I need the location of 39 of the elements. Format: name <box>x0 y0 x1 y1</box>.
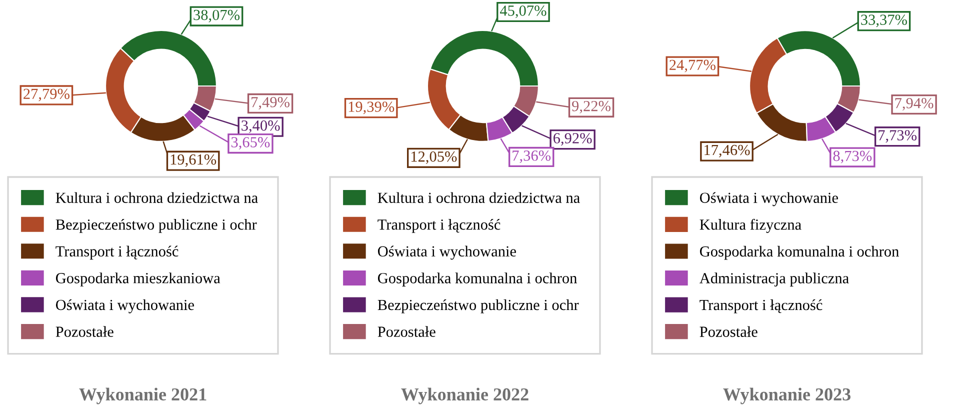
legend-label: Oświata i wychowanie <box>378 246 516 260</box>
data-label: 19,61% <box>170 154 216 167</box>
legend-label: Transport i łączność <box>56 246 178 260</box>
data-label: 7,49% <box>252 96 290 110</box>
legend-label: Gospodarka mieszkaniowa <box>56 272 220 286</box>
legend-label: Pozostałe <box>56 326 114 337</box>
data-label: 7,73% <box>878 130 917 143</box>
data-label: 7,94% <box>895 98 934 111</box>
text: Wykonanie 2023 <box>723 388 851 404</box>
data-label: 7,36% <box>512 150 551 163</box>
legend-label: Kultura fizyczna <box>700 218 802 233</box>
data-label: 24,77% <box>670 60 716 72</box>
legend-label: Transport i łączność <box>700 299 822 314</box>
legend-label: Pozostałe <box>378 326 436 337</box>
text: Wykonanie 2022 <box>401 388 528 404</box>
data-label: 38,07% <box>194 10 240 22</box>
legend-label: Bezpieczeństwo publiczne i ochr <box>56 218 257 233</box>
data-label: 45,07% <box>500 6 546 18</box>
legend-label: Transport i łączność <box>378 218 500 233</box>
legend-label: Administracja publiczna <box>700 272 849 287</box>
data-label: 3,40% <box>242 120 280 133</box>
text: Wykonanie 2021 <box>79 388 206 404</box>
legend-label: Gospodarka komunalna i ochron <box>700 246 899 260</box>
legend-label: Kultura i ochrona dziedzictwa na <box>378 192 580 203</box>
data-label: 9,22% <box>572 100 610 114</box>
legend-label: Oświata i wychowanie <box>56 299 194 314</box>
data-label: 19,39% <box>348 102 394 114</box>
data-label: 6,92% <box>554 133 592 146</box>
data-label: 27,79% <box>24 88 70 102</box>
data-label: 17,46% <box>704 144 750 158</box>
legend-label: Bezpieczeństwo publiczne i ochr <box>378 299 579 314</box>
legend-label: Pozostałe <box>700 326 758 337</box>
data-label: 8,73% <box>833 150 872 164</box>
data-label: 33,37% <box>861 14 907 28</box>
data-label: 12,05% <box>411 151 457 164</box>
legend-label: Gospodarka komunalna i ochron <box>378 272 577 286</box>
legend-label: Oświata i wychowanie <box>700 192 838 206</box>
legend-label: Kultura i ochrona dziedzictwa na <box>56 192 258 203</box>
data-label: 3,65% <box>231 137 270 150</box>
